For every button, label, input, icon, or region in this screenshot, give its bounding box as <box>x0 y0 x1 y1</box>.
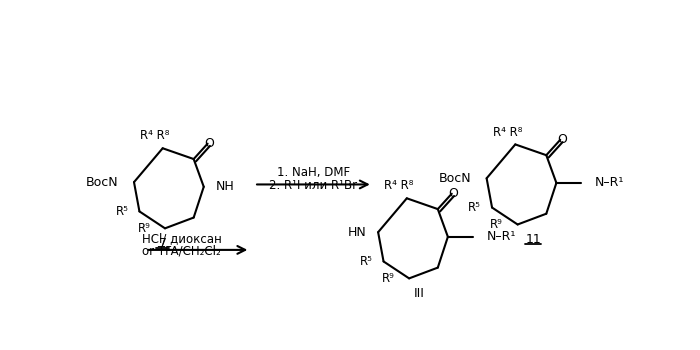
Text: O: O <box>557 133 567 146</box>
Text: N–R¹: N–R¹ <box>595 176 624 189</box>
Text: 7: 7 <box>159 237 167 250</box>
Text: R⁹: R⁹ <box>382 272 395 285</box>
Text: III: III <box>414 287 425 300</box>
Text: R⁴ R⁸: R⁴ R⁸ <box>493 126 522 139</box>
Text: R⁹: R⁹ <box>138 222 150 235</box>
Text: 1. NaH, DMF: 1. NaH, DMF <box>277 166 350 180</box>
Text: R⁴ R⁸: R⁴ R⁸ <box>140 130 169 142</box>
Text: O: O <box>204 137 214 150</box>
Text: R⁵: R⁵ <box>116 205 129 218</box>
Text: HN: HN <box>348 226 367 239</box>
Text: HCl/ диоксан: HCl/ диоксан <box>141 232 221 245</box>
Text: BocN: BocN <box>438 172 471 185</box>
Text: R⁵: R⁵ <box>360 255 372 268</box>
Text: R⁴ R⁸: R⁴ R⁸ <box>384 180 414 193</box>
Text: O: O <box>449 187 458 200</box>
Text: R⁹: R⁹ <box>490 218 503 231</box>
Text: BocN: BocN <box>86 176 118 189</box>
Text: NH: NH <box>216 180 234 193</box>
Text: 11: 11 <box>525 233 541 246</box>
Text: or TFA/CH₂Cl₂: or TFA/CH₂Cl₂ <box>141 245 220 258</box>
Text: R⁵: R⁵ <box>468 201 481 214</box>
Text: N–R¹: N–R¹ <box>486 230 516 243</box>
Text: 2. R¹I или R¹Br: 2. R¹I или R¹Br <box>270 180 358 193</box>
